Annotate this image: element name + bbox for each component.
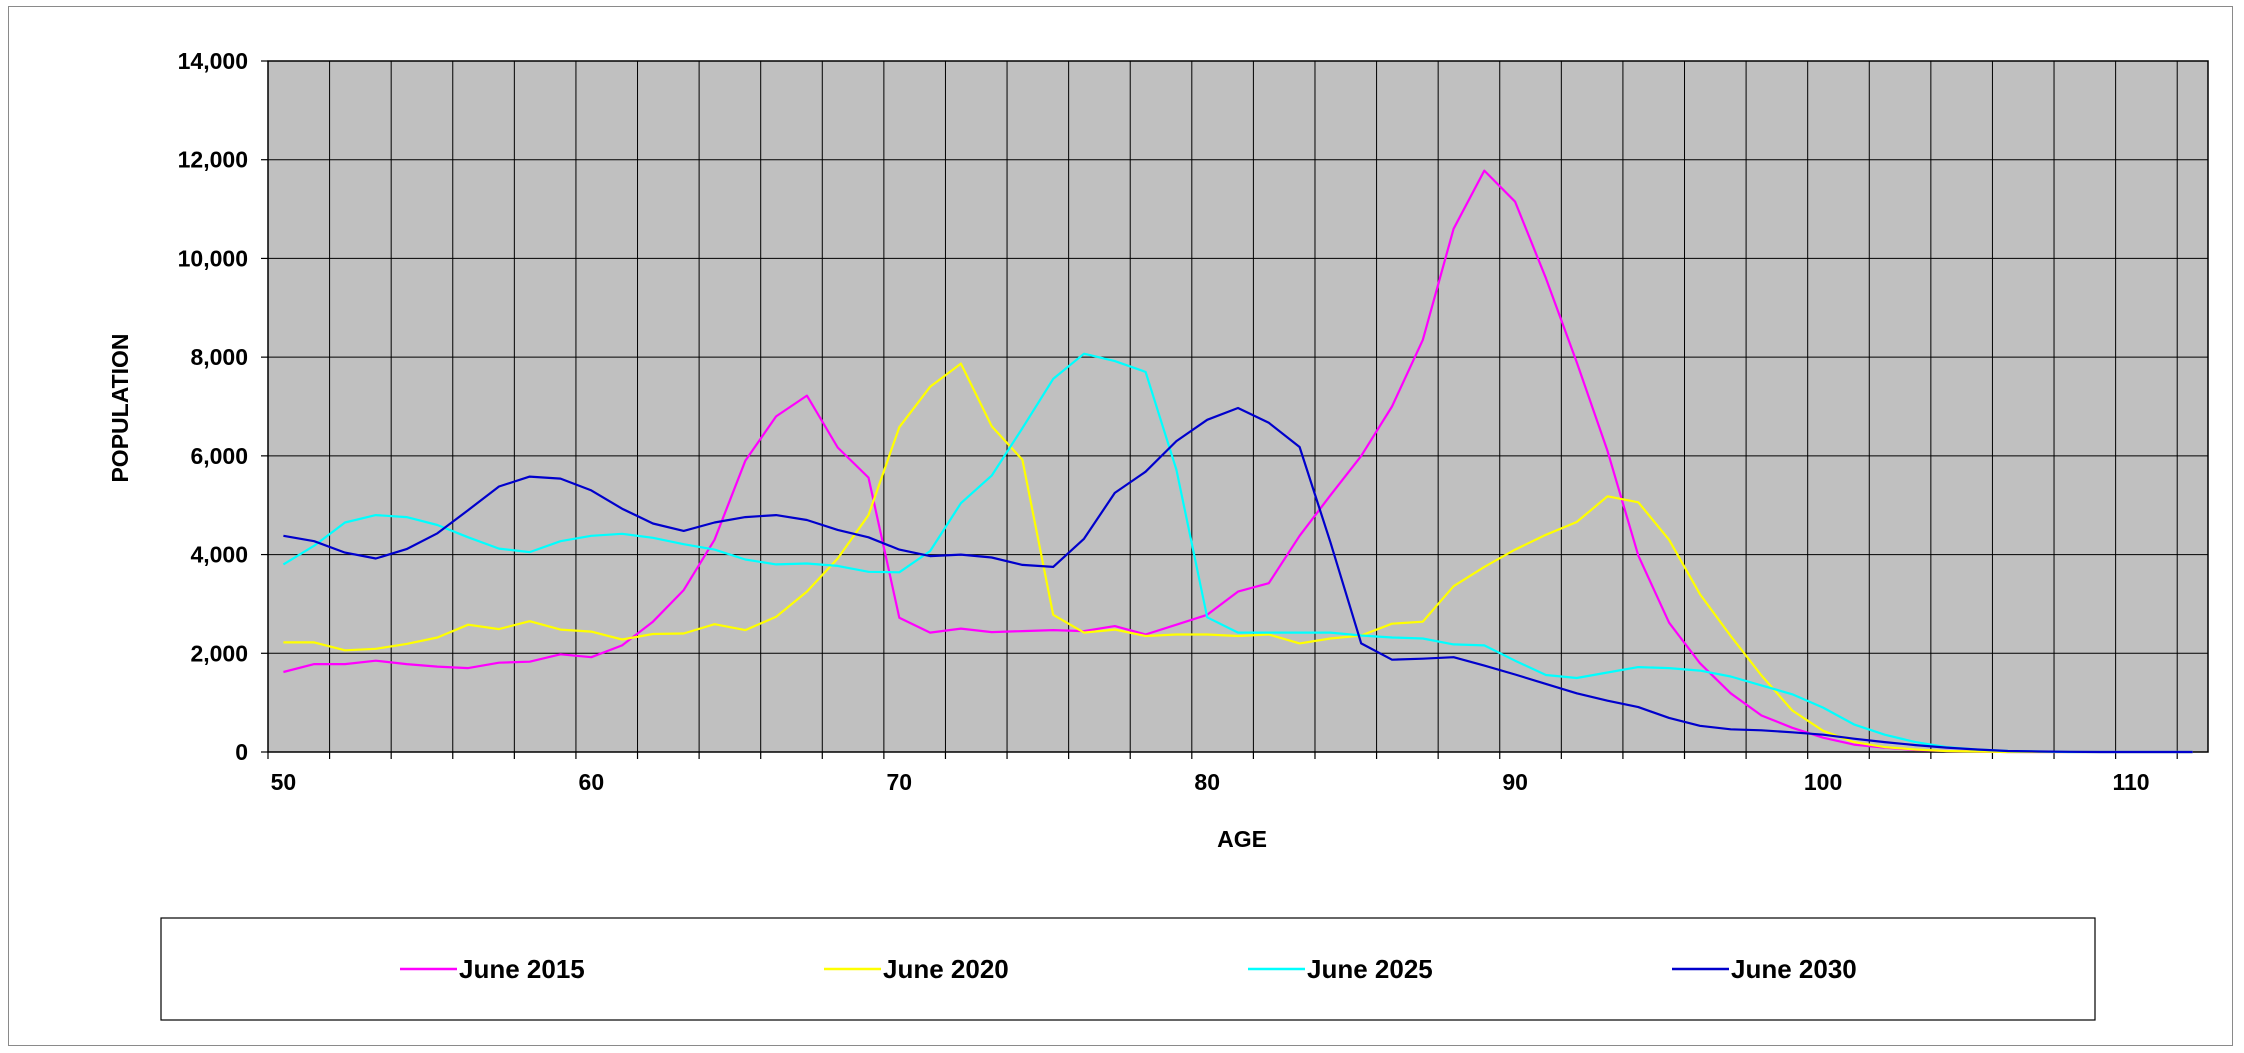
legend-label: June 2025 bbox=[1307, 954, 1433, 984]
x-tick-label: 50 bbox=[271, 769, 297, 795]
series-line-june-2030 bbox=[283, 406, 2193, 754]
series-lines bbox=[282, 169, 2193, 754]
y-axis-tick-labels: 0 2,000 4,000 6,000 8,000 10,000 12,000 14,000 bbox=[178, 48, 248, 765]
y-tick-label: 12,000 bbox=[178, 147, 248, 173]
plot-border bbox=[267, 60, 2209, 753]
legend-items: June 2015 June 2020 June 2025 June 2030 bbox=[400, 954, 1857, 984]
legend-label: June 2020 bbox=[883, 954, 1009, 984]
y-tick-label: 2,000 bbox=[190, 640, 248, 666]
series-line-june-2015 bbox=[283, 169, 2193, 754]
series-line-june-2025 bbox=[282, 352, 2193, 754]
x-axis-title: AGE bbox=[1217, 826, 1267, 852]
y-tick-label: 4,000 bbox=[190, 542, 248, 568]
plot-area bbox=[268, 61, 2208, 752]
horizontal-gridlines bbox=[268, 159, 2208, 654]
legend-label: June 2030 bbox=[1731, 954, 1857, 984]
y-axis-title: POPULATION bbox=[107, 333, 133, 482]
vertical-gridlines bbox=[329, 61, 2178, 752]
x-tick-label: 90 bbox=[1502, 769, 1528, 795]
x-axis-tick-labels: 50 60 70 80 90 100 110 bbox=[271, 769, 2150, 795]
x-tick-label: 70 bbox=[886, 769, 912, 795]
x-axis-ticks bbox=[261, 60, 2178, 759]
legend-label: June 2015 bbox=[459, 954, 585, 984]
x-tick-label: 80 bbox=[1194, 769, 1220, 795]
x-tick-label: 60 bbox=[579, 769, 605, 795]
x-tick-label: 100 bbox=[1804, 769, 1842, 795]
x-tick-label: 110 bbox=[2112, 769, 2149, 795]
y-tick-label: 10,000 bbox=[178, 245, 248, 271]
y-tick-label: 0 bbox=[235, 739, 248, 765]
y-tick-label: 6,000 bbox=[190, 443, 248, 469]
y-tick-label: 14,000 bbox=[178, 48, 248, 74]
series-line-june-2020 bbox=[283, 362, 2193, 754]
y-tick-label: 8,000 bbox=[190, 344, 248, 370]
legend bbox=[160, 917, 2096, 1021]
